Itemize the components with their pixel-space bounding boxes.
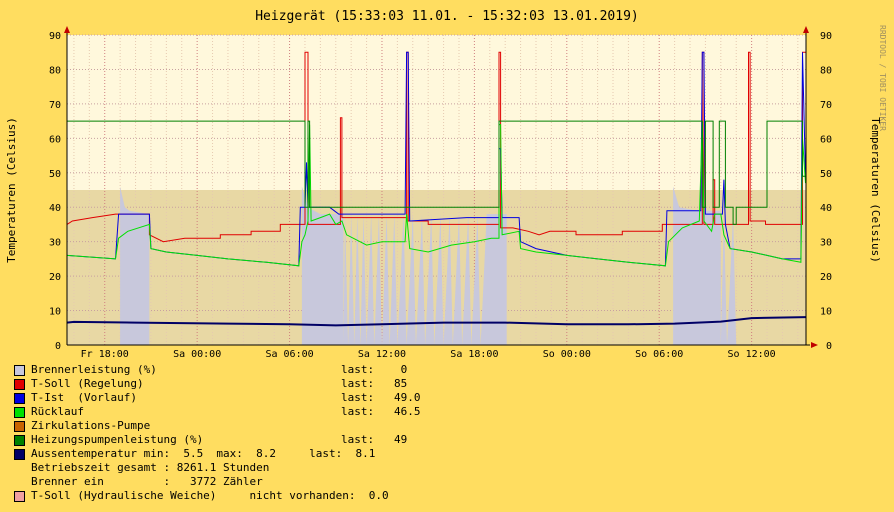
legend-stat: last: 49.0	[341, 391, 421, 404]
legend-stat: last: 85	[341, 377, 408, 390]
y-tick-label-right: 40	[820, 203, 832, 214]
series-line-6	[66, 316, 806, 327]
legend-label: T-Soll (Hydraulische Weiche) nicht vorha…	[31, 489, 389, 502]
y-tick-label-left: 50	[49, 169, 61, 180]
y-tick-label-left: 30	[49, 238, 61, 249]
legend-swatch	[14, 435, 25, 446]
y-tick-label-left: 90	[49, 31, 61, 42]
y-tick-label-left: 0	[55, 341, 61, 352]
legend-swatch	[14, 393, 25, 404]
legend-swatch	[14, 491, 25, 502]
y-tick-label-right: 10	[820, 307, 832, 318]
x-tick-label: So 00:00	[543, 349, 591, 360]
legend-stat: last: 46.5	[341, 405, 421, 418]
y-tick-label-left: 10	[49, 307, 61, 318]
y-tick-label-left: 20	[49, 272, 61, 283]
x-tick-label: So 12:00	[728, 349, 776, 360]
legend-label: Rücklauf	[31, 405, 84, 418]
axis-arrow-left	[64, 26, 70, 33]
legend-label: Brennerleistung (%)	[31, 363, 157, 376]
y-tick-label-right: 20	[820, 272, 832, 283]
axis-arrow-right	[803, 26, 809, 33]
x-tick-label: Sa 18:00	[450, 349, 498, 360]
y-tick-label-left: 80	[49, 65, 61, 76]
series-area-brennerleistung	[67, 186, 806, 345]
y-tick-label-right: 0	[826, 341, 832, 352]
y-axis-label-left: Temperaturen (Celsius)	[5, 117, 18, 263]
legend-label: Heizungspumpenleistung (%)	[31, 433, 204, 446]
legend-swatch	[14, 379, 25, 390]
chart-svg: 0 0 10 10 20 20 30 30 40 40 50 50 60 60 70 70 80 80 90 90 Fr…	[5, 9, 887, 360]
x-tick-label: Sa 00:00	[173, 349, 221, 360]
watermark-text: RRDTOOL / TOBI OETIKER	[878, 25, 887, 131]
legend-label: Aussentemperatur min: 5.5 max: 8.2 last:…	[31, 447, 376, 460]
y-tick-label-left: 70	[49, 100, 61, 111]
x-tick-label: Sa 06:00	[265, 349, 313, 360]
chart-title: Heizgerät (15:33:03 11.01. - 15:32:03 13…	[255, 9, 639, 24]
legend-swatch	[14, 449, 25, 460]
y-tick-label-right: 90	[820, 31, 832, 42]
legend-swatch	[14, 365, 25, 376]
y-tick-label-left: 40	[49, 203, 61, 214]
x-tick-label: Fr 18:00	[81, 349, 129, 360]
series-line-3	[66, 121, 806, 267]
y-axis-label-right: Temperaturen (Celsius)	[869, 117, 882, 263]
x-tick-label: So 06:00	[635, 349, 683, 360]
legend-swatch	[14, 407, 25, 418]
y-tick-label-right: 70	[820, 100, 832, 111]
y-tick-label-right: 60	[820, 134, 832, 145]
legend-stat: last: 0	[341, 363, 408, 376]
axis-arrow-x	[811, 342, 818, 348]
y-tick-label-right: 80	[820, 65, 832, 76]
legend-label: Betriebszeit gesamt : 8261.1 Stunden	[31, 461, 270, 474]
series-line-5	[67, 120, 806, 225]
series-line-1	[66, 51, 806, 243]
y-tick-label-right: 30	[820, 238, 832, 249]
y-tick-label-right: 50	[820, 169, 832, 180]
x-tick-label: Sa 12:00	[358, 349, 406, 360]
y-tick-label-left: 60	[49, 134, 61, 145]
legend-label: Zirkulations-Pumpe	[31, 419, 151, 432]
legend-label: T-Ist (Vorlauf)	[31, 391, 137, 404]
legend-label: Brenner ein : 3772 Zähler	[31, 475, 263, 488]
legend-swatch	[14, 421, 25, 432]
legend-stat: last: 49	[341, 433, 408, 446]
legend-label: T-Soll (Regelung)	[31, 377, 144, 390]
